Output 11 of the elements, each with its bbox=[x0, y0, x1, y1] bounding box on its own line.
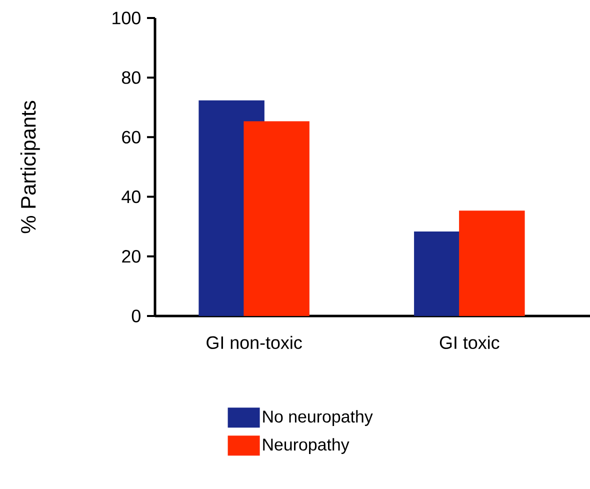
y-tick-label: 0 bbox=[132, 310, 140, 322]
legend-label: Neuropathy bbox=[263, 438, 350, 454]
x-tick-label: GI non-toxic bbox=[206, 336, 302, 349]
y-tick-label: 100 bbox=[112, 12, 140, 24]
y-tick-label: 60 bbox=[122, 130, 140, 144]
legend-label: No neuropathy bbox=[263, 410, 373, 426]
y-tick-label: 80 bbox=[122, 71, 140, 84]
y-axis-title: % Participants bbox=[20, 100, 40, 234]
y-tick-label: 40 bbox=[122, 190, 140, 204]
y-tick-label: 20 bbox=[122, 250, 140, 263]
x-tick-label: GI toxic bbox=[440, 336, 500, 349]
